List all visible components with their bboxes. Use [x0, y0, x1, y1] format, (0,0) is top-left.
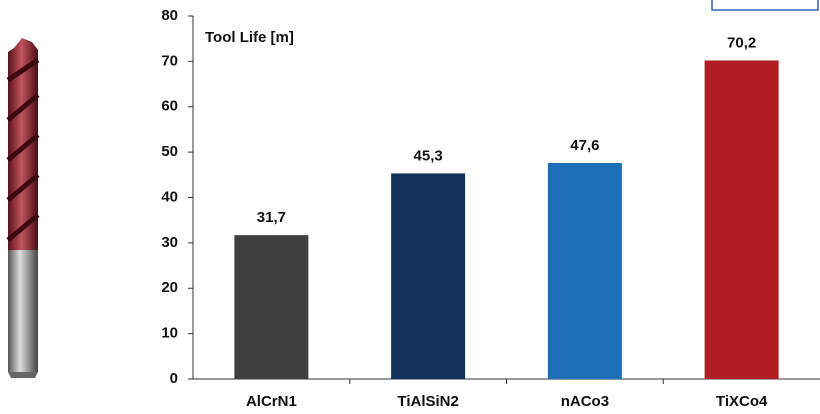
bar	[704, 60, 779, 379]
y-tick-label: 0	[170, 370, 178, 387]
y-tick-label: 80	[161, 7, 178, 24]
bar	[547, 163, 622, 379]
frame-box	[711, 0, 819, 11]
axis-label: Tool Life [m]	[205, 29, 294, 46]
y-tick-label: 20	[161, 279, 178, 296]
x-tick-label: AlCrN1	[246, 393, 297, 410]
y-tick-label: 10	[161, 325, 178, 342]
y-tick-label: 60	[161, 98, 178, 115]
value-label: 70,2	[727, 34, 756, 51]
y-tick-label: 40	[161, 188, 178, 205]
bar	[391, 173, 466, 379]
y-tick-label: 50	[161, 143, 178, 160]
x-tick-label: nACo3	[561, 393, 609, 410]
y-tick-label: 70	[161, 52, 178, 69]
x-tick-label: TiAlSiN2	[397, 393, 458, 410]
bar	[234, 235, 309, 379]
drill-image	[6, 38, 40, 378]
value-label: 31,7	[257, 209, 286, 226]
value-label: 47,6	[570, 137, 599, 154]
x-tick-label: TiXCo4	[716, 393, 768, 410]
y-tick-label: 30	[161, 234, 178, 251]
value-label: 45,3	[414, 147, 443, 164]
